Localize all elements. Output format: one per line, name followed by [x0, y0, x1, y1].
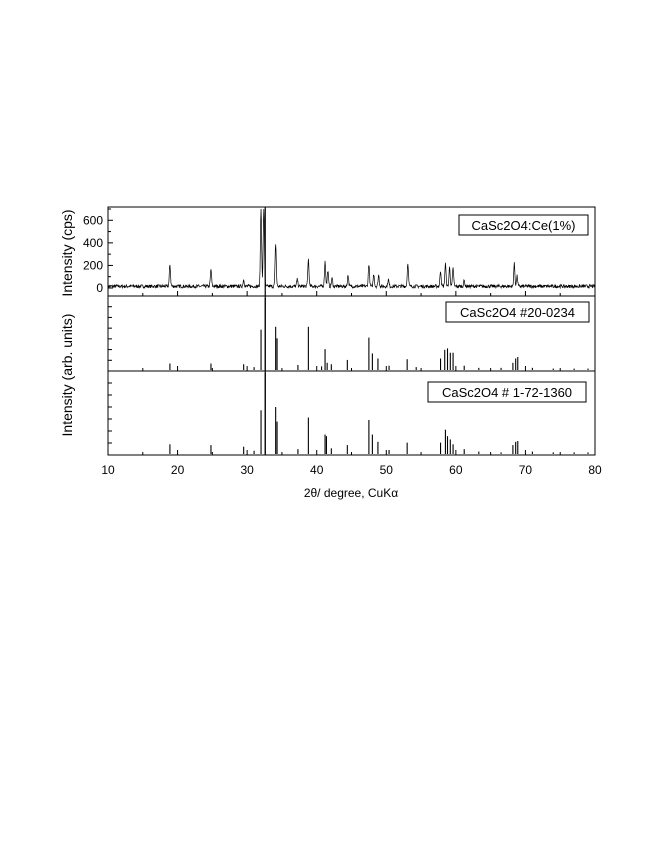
x-tick-label-2: 30: [240, 463, 254, 477]
y-tick-label-top-2: 400: [83, 236, 103, 250]
y-tick-label-top-1: 200: [83, 258, 103, 272]
plot-frame: [107, 206, 596, 456]
x-tick-label-6: 70: [519, 463, 533, 477]
x-tick-label-5: 60: [449, 463, 463, 477]
legend-label-1: CaSc2O4:Ce(1%): [471, 218, 575, 233]
y-tick-label-top-3: 600: [83, 213, 103, 227]
legend-box-3: CaSc2O4 # 1-72-1360: [427, 381, 587, 403]
x-tick-label-7: 80: [588, 463, 602, 477]
legend-box-2: CaSc2O4 #20-0234: [445, 301, 590, 323]
y-axis-label-top: Intensity (cps): [59, 209, 75, 296]
x-tick-label-4: 50: [380, 463, 394, 477]
y-tick-label-top-0: 0: [96, 281, 103, 295]
y-axis-label-shared: Intensity (arb. units): [59, 314, 75, 437]
plot-area: 0 200 400 600 10 20 30 40 50 60 70 80: [83, 207, 602, 477]
series-measured-pattern: [107, 208, 596, 290]
legend-box-1: CaSc2O4:Ce(1%): [458, 214, 589, 236]
legend-label-2: CaSc2O4 #20-0234: [460, 305, 575, 320]
x-axis-label: 2θ/ degree, CuKα: [304, 486, 398, 500]
x-tick-label-3: 40: [310, 463, 324, 477]
x-tick-label-0: 10: [101, 463, 115, 477]
x-tick-label-1: 20: [171, 463, 185, 477]
legend-label-3: CaSc2O4 # 1-72-1360: [442, 385, 572, 400]
